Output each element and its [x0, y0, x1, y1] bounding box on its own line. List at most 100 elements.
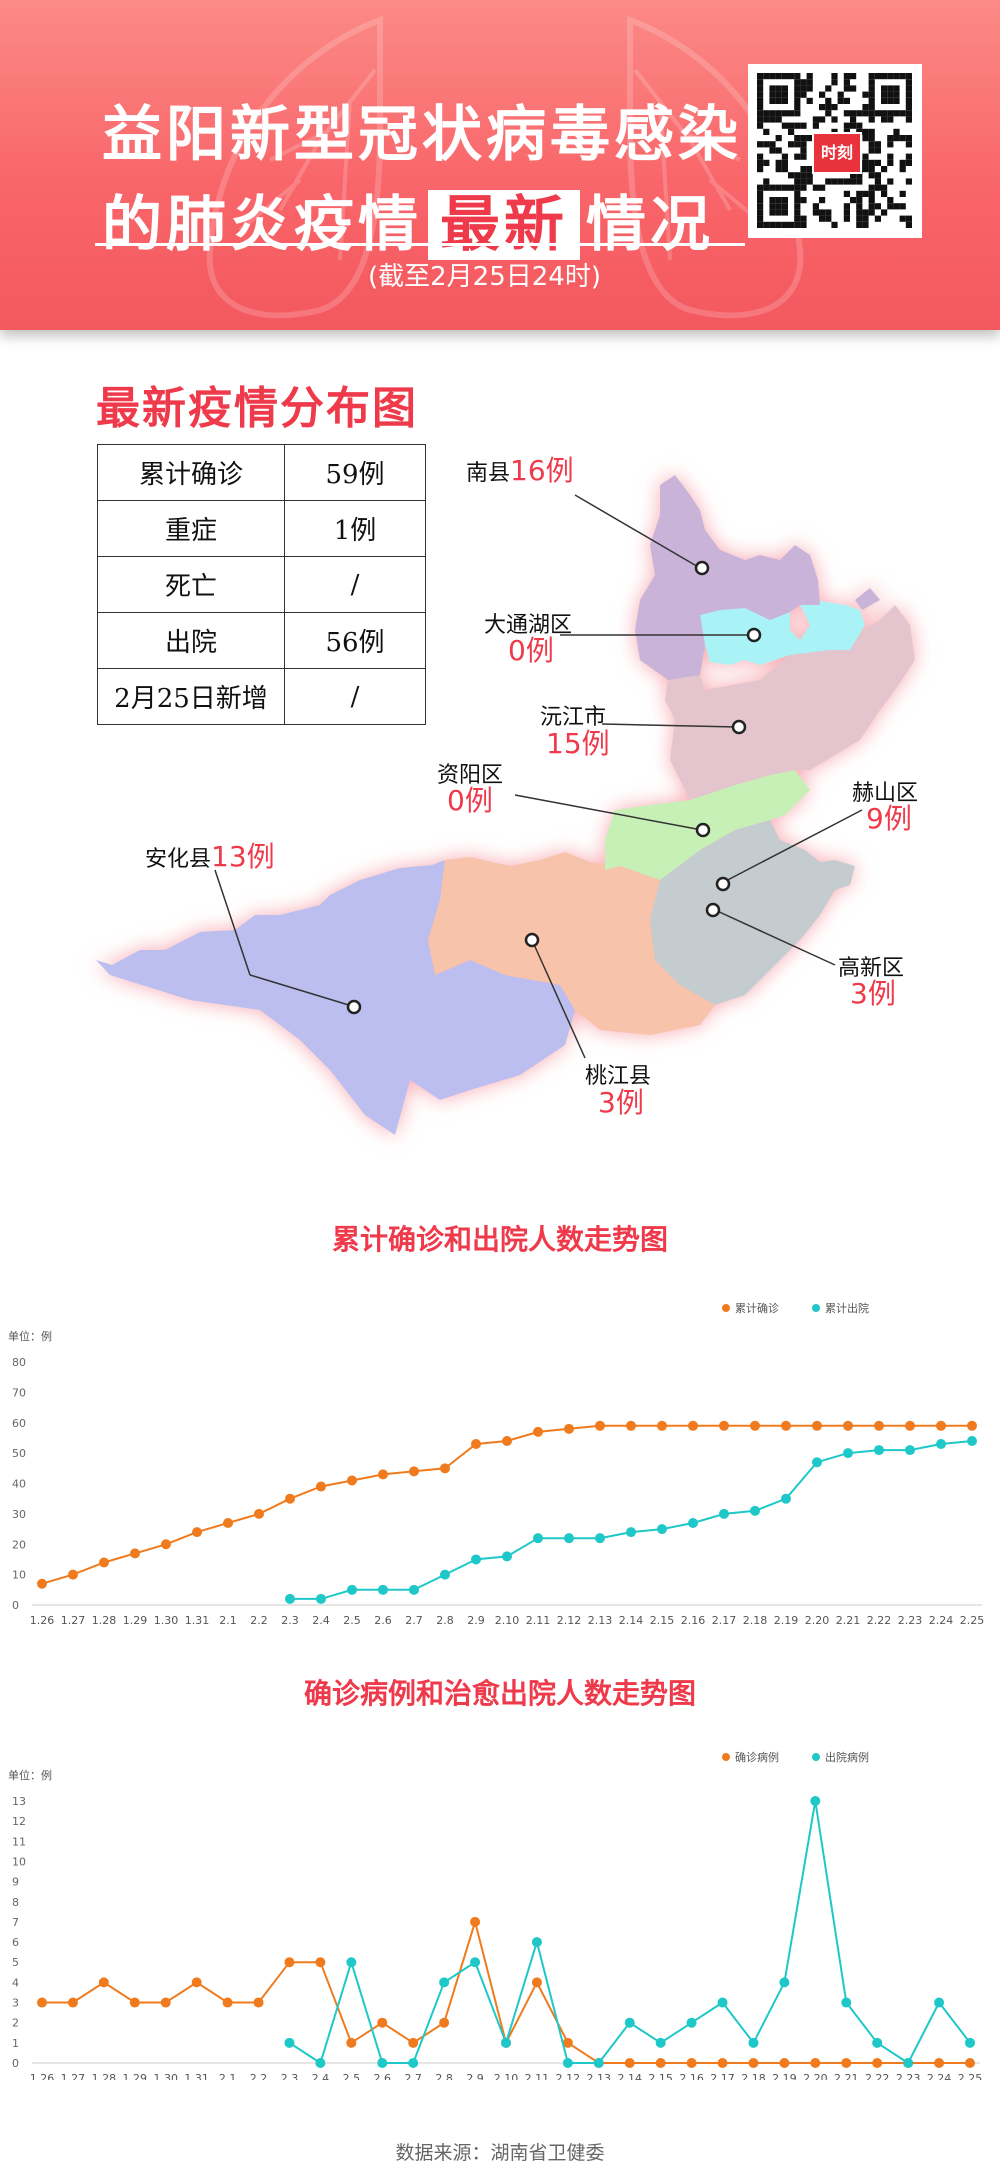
- marker-nanxian[interactable]: [694, 560, 710, 576]
- data-point[interactable]: [781, 1420, 791, 1431]
- data-point[interactable]: [440, 1463, 450, 1474]
- data-point[interactable]: [471, 1439, 481, 1450]
- data-point[interactable]: [936, 1420, 946, 1431]
- data-point[interactable]: [346, 1957, 357, 1968]
- data-point[interactable]: [377, 2017, 388, 2028]
- data-point[interactable]: [409, 1584, 419, 1595]
- data-point[interactable]: [440, 1569, 450, 1580]
- data-point[interactable]: [564, 1533, 574, 1544]
- data-point[interactable]: [284, 1957, 295, 1968]
- data-point[interactable]: [531, 1977, 542, 1988]
- data-point[interactable]: [655, 2058, 666, 2068]
- data-point[interactable]: [750, 1420, 760, 1431]
- data-point[interactable]: [160, 1997, 171, 2008]
- data-point[interactable]: [408, 2058, 419, 2068]
- data-point[interactable]: [841, 1997, 852, 2008]
- data-point[interactable]: [315, 1957, 326, 1968]
- data-point[interactable]: [501, 2037, 511, 2048]
- data-point[interactable]: [779, 1977, 790, 1988]
- data-point[interactable]: [934, 2058, 945, 2068]
- data-point[interactable]: [874, 1445, 884, 1456]
- data-point[interactable]: [222, 1997, 233, 2008]
- data-point[interactable]: [37, 1997, 47, 2008]
- marker-ziyang[interactable]: [695, 822, 711, 838]
- data-point[interactable]: [502, 1551, 512, 1562]
- data-point[interactable]: [439, 2017, 450, 2028]
- data-point[interactable]: [748, 2058, 759, 2068]
- region-datong[interactable]: [700, 600, 865, 665]
- data-point[interactable]: [688, 1420, 698, 1431]
- data-point[interactable]: [316, 1481, 326, 1492]
- data-point[interactable]: [719, 1508, 729, 1519]
- data-point[interactable]: [470, 1916, 481, 1927]
- data-point[interactable]: [965, 2058, 975, 2068]
- data-point[interactable]: [719, 1420, 729, 1431]
- data-point[interactable]: [68, 1569, 78, 1580]
- data-point[interactable]: [347, 1584, 357, 1595]
- data-point[interactable]: [657, 1420, 667, 1431]
- data-point[interactable]: [748, 2037, 759, 2048]
- data-point[interactable]: [872, 2037, 883, 2048]
- data-point[interactable]: [285, 1493, 295, 1504]
- data-point[interactable]: [967, 1435, 977, 1446]
- data-point[interactable]: [936, 1439, 946, 1450]
- data-point[interactable]: [533, 1533, 543, 1544]
- data-point[interactable]: [377, 2058, 388, 2068]
- data-point[interactable]: [471, 1554, 481, 1565]
- region-nanxian[interactable]: [635, 475, 820, 680]
- data-point[interactable]: [347, 1475, 357, 1486]
- data-point[interactable]: [533, 1426, 543, 1437]
- qr-code[interactable]: 时刻: [748, 64, 922, 238]
- data-point[interactable]: [717, 2058, 728, 2068]
- data-point[interactable]: [595, 1533, 605, 1544]
- data-point[interactable]: [812, 1420, 822, 1431]
- data-point[interactable]: [408, 2037, 419, 2048]
- data-point[interactable]: [161, 1539, 171, 1550]
- data-point[interactable]: [564, 1423, 574, 1434]
- region-yuanjiang[interactable]: [665, 605, 915, 800]
- data-point[interactable]: [717, 1997, 728, 2008]
- data-point[interactable]: [284, 2037, 295, 2048]
- data-point[interactable]: [531, 1937, 542, 1948]
- data-point[interactable]: [130, 1548, 140, 1559]
- data-point[interactable]: [657, 1524, 667, 1535]
- data-point[interactable]: [223, 1517, 233, 1528]
- data-point[interactable]: [810, 1796, 821, 1806]
- data-point[interactable]: [99, 1557, 109, 1568]
- region-heshan[interactable]: [650, 820, 855, 1005]
- data-point[interactable]: [98, 1977, 109, 1988]
- data-point[interactable]: [934, 1997, 945, 2008]
- data-point[interactable]: [810, 2058, 821, 2068]
- data-point[interactable]: [253, 1997, 264, 2008]
- data-point[interactable]: [439, 1977, 450, 1988]
- data-point[interactable]: [346, 2037, 357, 2048]
- data-point[interactable]: [191, 1977, 202, 1988]
- marker-gaoxin[interactable]: [705, 902, 721, 918]
- data-point[interactable]: [965, 2037, 975, 2048]
- region-anhua[interactable]: [96, 860, 575, 1135]
- data-point[interactable]: [750, 1505, 760, 1516]
- data-point[interactable]: [192, 1527, 202, 1538]
- marker-anhua[interactable]: [346, 999, 362, 1015]
- data-point[interactable]: [285, 1593, 295, 1604]
- marker-yuanjiang[interactable]: [731, 719, 747, 735]
- data-point[interactable]: [37, 1578, 47, 1589]
- data-point[interactable]: [781, 1493, 791, 1504]
- data-point[interactable]: [624, 2058, 635, 2068]
- data-point[interactable]: [624, 2017, 635, 2028]
- data-point[interactable]: [316, 1593, 326, 1604]
- data-point[interactable]: [470, 1957, 481, 1968]
- data-point[interactable]: [686, 2017, 697, 2028]
- data-point[interactable]: [812, 1457, 822, 1468]
- data-point[interactable]: [655, 2037, 666, 2048]
- data-point[interactable]: [905, 1445, 915, 1456]
- data-point[interactable]: [903, 2058, 914, 2068]
- data-point[interactable]: [595, 1420, 605, 1431]
- data-point[interactable]: [626, 1527, 636, 1538]
- data-point[interactable]: [254, 1508, 264, 1519]
- data-point[interactable]: [67, 1997, 78, 2008]
- data-point[interactable]: [129, 1997, 140, 2008]
- data-point[interactable]: [502, 1435, 512, 1446]
- data-point[interactable]: [686, 2058, 697, 2068]
- data-point[interactable]: [626, 1420, 636, 1431]
